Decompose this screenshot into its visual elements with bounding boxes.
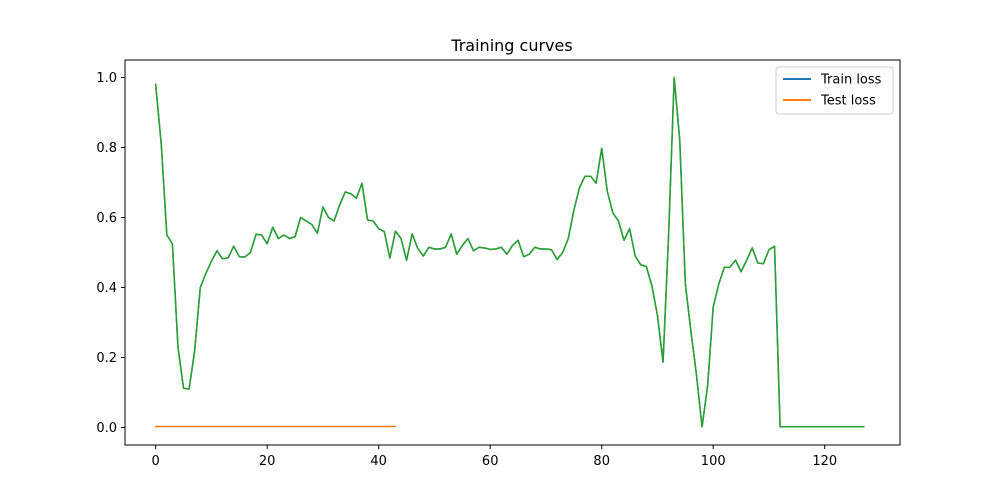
x-axis: 0 20 40 60 80 100 120 [152, 445, 837, 469]
y-tick-label: 0.2 [96, 351, 117, 366]
y-tick-label: 1.0 [96, 71, 117, 86]
y-tick-label: 0.4 [96, 281, 117, 296]
y-axis: 0.0 0.2 0.4 0.6 0.8 1.0 [96, 71, 125, 436]
legend-label: Test loss [820, 94, 876, 109]
y-tick-label: 0.8 [96, 141, 117, 156]
y-tick-label: 0.0 [96, 421, 117, 436]
y-tick-label: 0.6 [96, 211, 117, 226]
legend-label: Train loss [820, 73, 882, 88]
x-tick-label: 60 [482, 454, 499, 469]
x-tick-label: 80 [593, 454, 610, 469]
x-tick-label: 0 [152, 454, 160, 469]
x-tick-label: 100 [701, 454, 726, 469]
series-3-line [154, 76, 865, 428]
x-tick-label: 20 [259, 454, 276, 469]
legend: Train loss Test loss [775, 66, 894, 115]
plot-area [124, 59, 901, 446]
axes-frame [124, 59, 901, 446]
x-tick-label: 40 [370, 454, 387, 469]
x-tick-label: 120 [812, 454, 837, 469]
series-layer [154, 76, 865, 428]
chart-title: Training curves [450, 36, 572, 55]
